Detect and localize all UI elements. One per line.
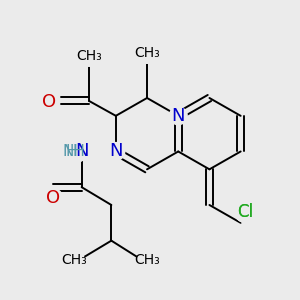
Text: CH₃: CH₃	[134, 46, 160, 60]
Circle shape	[235, 202, 255, 222]
Text: Cl: Cl	[237, 203, 253, 221]
Circle shape	[40, 94, 58, 111]
Text: CH₃: CH₃	[76, 50, 102, 63]
Text: O: O	[46, 189, 61, 207]
Circle shape	[64, 250, 84, 270]
Circle shape	[64, 145, 78, 158]
Text: CH₃: CH₃	[134, 253, 160, 267]
Circle shape	[79, 46, 99, 66]
Text: O: O	[42, 93, 56, 111]
Text: N: N	[75, 142, 88, 160]
Circle shape	[235, 202, 255, 222]
Circle shape	[73, 142, 91, 160]
Circle shape	[137, 250, 157, 270]
Text: N: N	[109, 142, 123, 160]
Circle shape	[44, 189, 62, 206]
Text: H: H	[65, 144, 77, 159]
Text: CH₃: CH₃	[61, 253, 87, 267]
Text: NH: NH	[63, 144, 85, 159]
Circle shape	[107, 142, 125, 160]
Circle shape	[169, 107, 187, 125]
Text: Cl: Cl	[237, 203, 253, 221]
Circle shape	[62, 140, 86, 164]
Circle shape	[137, 44, 157, 63]
Text: N: N	[172, 107, 185, 125]
